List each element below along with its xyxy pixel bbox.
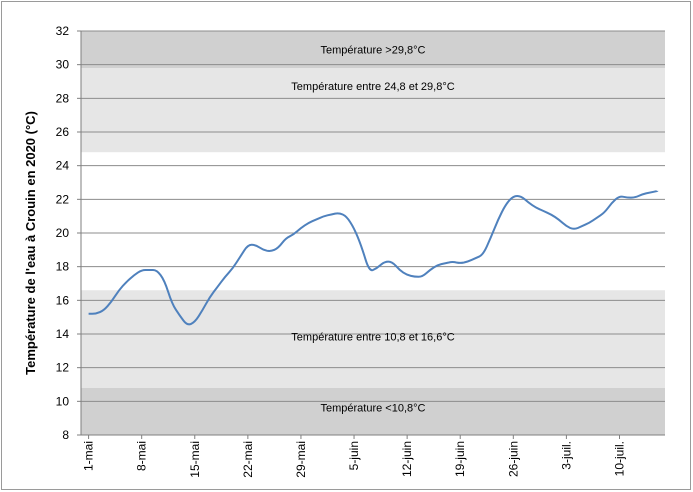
x-tick-label: 1-mai bbox=[82, 441, 96, 471]
temperature-bands bbox=[81, 31, 665, 435]
y-tick-label: 22 bbox=[56, 192, 70, 206]
y-tick-label: 10 bbox=[56, 394, 70, 408]
y-tick-label: 14 bbox=[56, 327, 70, 341]
y-tick-labels: 8 10 12 14 16 18 20 22 24 26 28 30 32 bbox=[56, 24, 70, 442]
y-tick-label: 16 bbox=[56, 293, 70, 307]
x-tick-label: 22-mai bbox=[241, 441, 255, 478]
x-tick-label: 12-juin bbox=[400, 441, 414, 477]
band-label: Température entre 10,8 et 16,6°C bbox=[291, 332, 454, 344]
y-tick-label: 20 bbox=[56, 226, 70, 240]
temperature-band bbox=[81, 31, 665, 69]
y-tick-label: 30 bbox=[56, 58, 70, 72]
y-axis-label: Température de l'eau à Crouin en 2020 (°… bbox=[23, 111, 38, 375]
x-tick-label: 29-mai bbox=[294, 441, 308, 478]
band-labels: Température >29,8°C Température entre 24,… bbox=[291, 45, 454, 415]
y-tick-label: 32 bbox=[56, 24, 70, 38]
y-tick-label: 28 bbox=[56, 91, 70, 105]
band-label: Température entre 24,8 et 29,8°C bbox=[291, 81, 454, 93]
temperature-band bbox=[81, 290, 665, 388]
x-tick-label: 5-juin bbox=[347, 441, 361, 470]
temperature-band bbox=[81, 68, 665, 153]
x-tick-label: 26-juin bbox=[506, 441, 520, 477]
x-tick-label: 15-mai bbox=[188, 441, 202, 478]
x-tick-label: 8-mai bbox=[135, 441, 149, 471]
band-label: Température >29,8°C bbox=[321, 45, 426, 57]
temperature-band bbox=[81, 387, 665, 435]
y-tick-label: 8 bbox=[62, 428, 69, 442]
x-tick-label: 19-juin bbox=[453, 441, 467, 477]
band-label: Température <10,8°C bbox=[321, 402, 426, 414]
x-tick-label: 10-juil. bbox=[612, 441, 626, 476]
y-tick-label: 12 bbox=[56, 361, 70, 375]
y-tick-label: 18 bbox=[56, 260, 70, 274]
axes bbox=[77, 30, 665, 439]
temperature-series-line bbox=[88, 189, 659, 326]
y-tick-label: 26 bbox=[56, 125, 70, 139]
x-tick-label: 3-juil. bbox=[559, 441, 573, 470]
y-tick-label: 24 bbox=[56, 159, 70, 173]
x-tick-labels: 1-mai 8-mai 15-mai 22-mai 29-mai 5-juin 12-jui… bbox=[82, 441, 627, 478]
